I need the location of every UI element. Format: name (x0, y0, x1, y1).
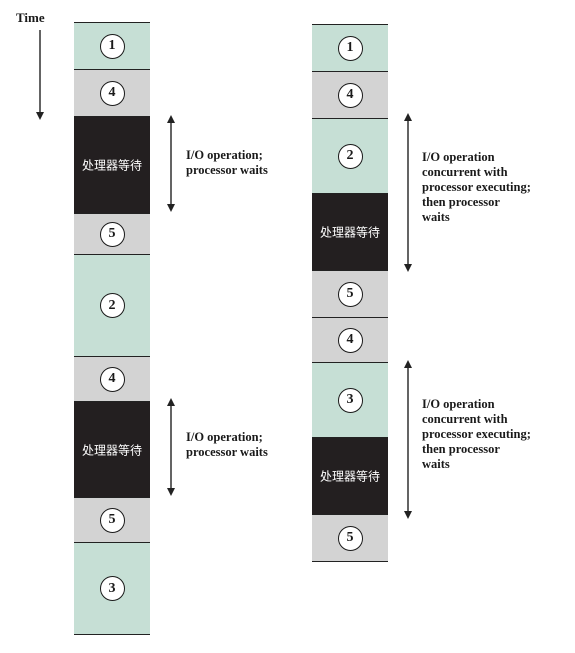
right-segment: 4 (312, 72, 388, 119)
right-segment: 5 (312, 271, 388, 318)
right-segment: 4 (312, 318, 388, 363)
left-io-annotation-1: I/O operation; processor waits (186, 148, 268, 177)
left-segment: 1 (74, 23, 150, 70)
right-segment: 3 (312, 363, 388, 438)
program-step-badge: 1 (337, 35, 363, 61)
left-segment: 处理器等待 (74, 402, 150, 498)
left-segment: 5 (74, 214, 150, 255)
program-step-badge: 3 (337, 387, 363, 413)
left-segment: 2 (74, 255, 150, 357)
left-segment: 4 (74, 357, 150, 402)
right-segment: 处理器等待 (312, 194, 388, 271)
left-timeline-column: 1 4 处理器等待 5 2 4 处理器等待 5 3 (74, 22, 150, 635)
right-io-annotation-1: I/O operation concurrent with processor … (422, 150, 531, 224)
right-io-annotation-2: I/O operation concurrent with processor … (422, 397, 531, 471)
program-step-badge: 5 (99, 221, 125, 247)
program-step-badge: 2 (337, 143, 363, 169)
program-step-badge: 5 (99, 507, 125, 533)
program-step-badge: 5 (337, 281, 363, 307)
right-segment: 1 (312, 25, 388, 72)
right-segment: 5 (312, 515, 388, 562)
processor-wait-label: 处理器等待 (319, 225, 380, 240)
processor-wait-label: 处理器等待 (319, 469, 380, 484)
left-io-annotation-2: I/O operation; processor waits (186, 430, 268, 459)
processor-wait-label: 处理器等待 (81, 158, 142, 173)
program-step-badge: 5 (337, 525, 363, 551)
right-segment: 2 (312, 119, 388, 194)
right-segment: 处理器等待 (312, 438, 388, 515)
left-segment: 4 (74, 70, 150, 117)
right-timeline-column: 1 4 2 处理器等待 5 4 3 处理器等待 5 (312, 24, 388, 562)
program-step-badge: 2 (99, 293, 125, 318)
left-segment: 处理器等待 (74, 117, 150, 214)
program-step-badge: 4 (337, 82, 363, 108)
program-step-badge: 4 (99, 366, 125, 392)
program-step-badge: 1 (99, 33, 125, 59)
program-step-badge: 4 (99, 80, 125, 106)
time-label: Time (16, 10, 45, 25)
left-segment: 3 (74, 543, 150, 635)
processor-wait-label: 处理器等待 (81, 443, 142, 457)
program-step-badge: 4 (337, 327, 363, 353)
program-step-badge: 3 (99, 576, 125, 601)
left-segment: 5 (74, 498, 150, 543)
